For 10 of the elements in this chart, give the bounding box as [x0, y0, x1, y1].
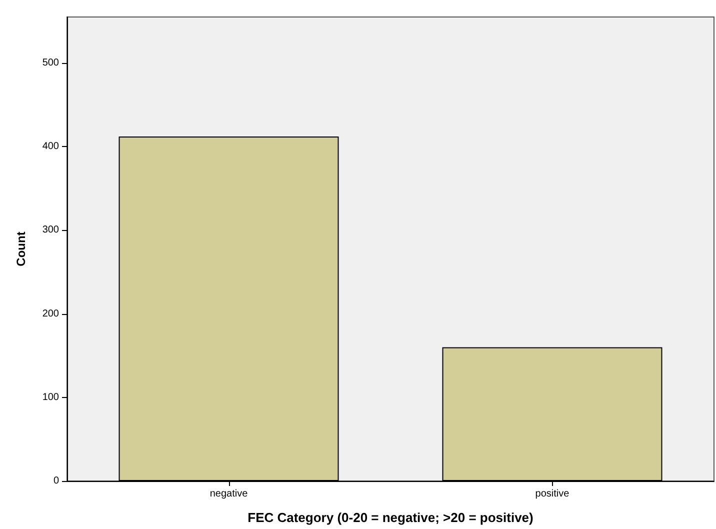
y-tick-label: 400	[42, 141, 60, 152]
y-tick-label: 100	[42, 392, 60, 403]
y-tick-label: 200	[42, 308, 60, 320]
y-tick-label: 300	[42, 224, 60, 236]
x-tick-label: negative	[210, 488, 248, 500]
y-tick-label: 0	[53, 476, 60, 486]
y-axis-title: Count	[14, 232, 28, 266]
x-tick-label: positive	[535, 488, 570, 500]
y-tick-label: 500	[42, 57, 60, 68]
x-axis-title: FEC Category (0-20 = negative; >20 = positive)	[248, 510, 534, 525]
